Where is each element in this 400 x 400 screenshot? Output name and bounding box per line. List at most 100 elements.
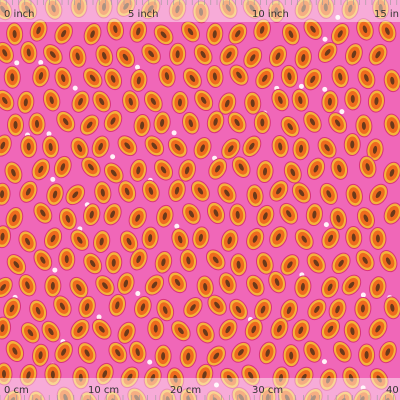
- papaya: [345, 43, 363, 66]
- papaya-seeds: [200, 96, 207, 104]
- papaya-seeds: [235, 305, 242, 314]
- papaya-seeds: [12, 347, 18, 355]
- papaya: [104, 67, 123, 91]
- papaya: [0, 89, 15, 112]
- papaya-seeds: [327, 283, 333, 292]
- papaya-seeds: [326, 190, 332, 198]
- papaya-seeds: [76, 284, 82, 292]
- papaya: [280, 64, 299, 88]
- papaya: [358, 155, 377, 179]
- papaya: [206, 110, 225, 134]
- dot: [174, 223, 180, 229]
- papaya: [282, 344, 300, 368]
- papaya: [319, 182, 338, 205]
- papaya: [229, 64, 249, 86]
- papaya-seeds: [324, 49, 331, 56]
- papaya-seeds: [298, 96, 303, 105]
- papaya-seeds: [86, 121, 93, 129]
- papaya: [58, 207, 77, 231]
- papaya-seeds: [165, 396, 170, 400]
- dot: [72, 85, 78, 91]
- papaya: [268, 45, 288, 68]
- papaya-seeds: [11, 168, 16, 177]
- papaya: [317, 137, 337, 159]
- papaya-seeds: [2, 49, 8, 57]
- papaya-seeds: [64, 255, 69, 264]
- papaya-seeds: [77, 325, 83, 333]
- papaya: [269, 180, 289, 202]
- papaya-seeds: [78, 373, 83, 382]
- papaya-seeds: [289, 351, 294, 360]
- papaya-seeds: [237, 348, 244, 356]
- papaya: [218, 92, 237, 115]
- papaya: [379, 250, 398, 273]
- papaya-seeds: [48, 328, 54, 336]
- papaya-seeds: [248, 371, 254, 379]
- papaya: [205, 249, 226, 271]
- papaya: [70, 229, 90, 251]
- papaya-seeds: [225, 325, 231, 334]
- papaya-seeds: [197, 187, 204, 195]
- ruler-label: 0 inch: [4, 9, 35, 20]
- papaya: [122, 90, 140, 114]
- papaya: [91, 318, 112, 340]
- papaya: [194, 89, 214, 112]
- papaya-seeds: [102, 2, 107, 11]
- papaya-seeds: [375, 234, 380, 243]
- papaya-seeds: [161, 352, 166, 361]
- papaya-seeds: [140, 121, 145, 130]
- papaya: [106, 17, 125, 41]
- papaya-seeds: [286, 210, 292, 218]
- papaya-seeds: [274, 7, 279, 16]
- papaya-seeds: [390, 303, 395, 312]
- papaya: [246, 184, 264, 208]
- papaya-seeds: [153, 324, 158, 333]
- papaya-seeds: [284, 394, 290, 400]
- papaya-seeds: [25, 237, 31, 246]
- papaya: [206, 22, 224, 46]
- papaya: [46, 183, 64, 206]
- papaya-seeds: [235, 210, 240, 219]
- papaya-seeds: [90, 30, 95, 38]
- papaya-seeds: [115, 301, 120, 310]
- papaya: [369, 368, 389, 390]
- papaya-seeds: [164, 72, 170, 80]
- papaya-seeds: [249, 142, 255, 150]
- papaya-seeds: [310, 25, 316, 33]
- papaya: [171, 90, 189, 114]
- papaya: [58, 247, 76, 271]
- papaya-seeds: [334, 119, 341, 127]
- papaya-seeds: [84, 303, 90, 311]
- papaya-seeds: [278, 96, 283, 104]
- papaya: [142, 179, 160, 203]
- papaya-seeds: [385, 348, 391, 356]
- papaya: [54, 22, 73, 45]
- papaya: [71, 90, 90, 113]
- papaya-seeds: [13, 120, 18, 129]
- papaya-seeds: [0, 5, 6, 13]
- papaya-seeds: [89, 74, 96, 82]
- papaya-seeds: [190, 304, 196, 312]
- papaya-seeds: [364, 350, 369, 359]
- papaya: [256, 252, 274, 275]
- papaya: [42, 88, 61, 112]
- papaya: [29, 19, 48, 42]
- papaya: [117, 135, 138, 157]
- papaya-seeds: [339, 348, 345, 356]
- papaya: [20, 135, 38, 159]
- papaya-seeds: [52, 190, 58, 199]
- papaya: [103, 110, 123, 132]
- papaya-seeds: [124, 142, 131, 150]
- papaya: [294, 46, 312, 70]
- papaya-seeds: [59, 302, 65, 310]
- papaya: [259, 386, 277, 400]
- papaya: [81, 156, 101, 178]
- papaya-seeds: [38, 165, 44, 174]
- papaya-seeds: [175, 50, 180, 59]
- papaya: [292, 137, 310, 161]
- papaya: [141, 43, 161, 65]
- papaya: [134, 295, 152, 319]
- papaya: [182, 67, 202, 90]
- papaya-seeds: [148, 50, 155, 58]
- dot: [38, 60, 44, 66]
